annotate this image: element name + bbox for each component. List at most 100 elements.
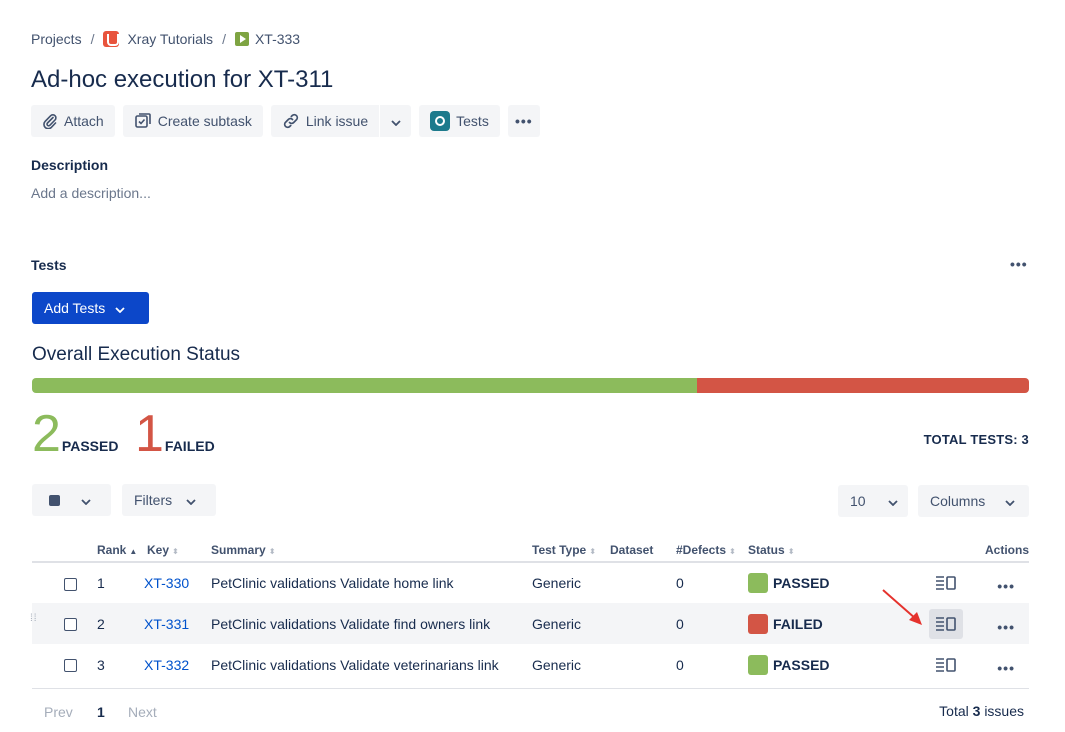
more-actions-button[interactable]: ••• [507,105,540,137]
cell-summary: PetClinic validations Validate find owne… [211,603,532,644]
status-swatch [748,613,768,634]
sort-icon: ⬍ [589,546,596,556]
link-issue-label: Link issue [305,113,369,129]
status-swatch [748,573,768,593]
breadcrumb: Projects / Xray Tutorials / XT-333 [31,28,300,50]
issue-key-link[interactable]: XT-332 [144,656,190,673]
execution-details-button[interactable] [929,568,963,598]
cell-status: PASSED [748,644,922,685]
tests-button[interactable]: Tests [419,105,500,137]
cell-dataset [610,644,676,685]
total-suffix: issues [984,703,1024,719]
col-header-status[interactable]: Status ⬍ [748,538,922,563]
failed-label: FAILED [164,438,215,454]
status-badge: FAILED [773,615,823,632]
cell-rank: 1 [97,575,105,591]
details-panel-icon [936,657,957,672]
cell-dataset [610,603,676,644]
execution-details-button[interactable] [929,650,963,680]
attach-button[interactable]: Attach [31,105,115,137]
overall-status-title: Overall Execution Status [32,344,241,365]
next-page-button[interactable]: Next [128,704,157,720]
breadcrumb-project[interactable]: Xray Tutorials [103,31,213,47]
link-issue-dropdown[interactable] [379,105,412,137]
failed-stat: 1 FAILED [135,408,215,460]
more-icon: ••• [514,113,533,129]
row-checkbox[interactable] [64,577,77,591]
sort-icon: ⬍ [172,546,179,556]
table-header-row: Rank ▲ Key ⬍ Summary ⬍ Test Type ⬍ Dataset #… [32,538,1029,563]
cell-test-type: Generic [532,603,610,644]
prev-page-button[interactable]: Prev [44,704,73,720]
col-header-dataset: Dataset [610,538,676,563]
page-number-current[interactable]: 1 [97,704,105,720]
total-prefix: Total [939,703,969,719]
project-icon [103,31,120,47]
page-title[interactable]: Ad-hoc execution for XT-311 [31,66,334,93]
add-tests-button[interactable]: Add Tests [32,292,149,324]
filters-button[interactable]: Filters [122,484,216,516]
chevron-down-icon [186,492,196,508]
passed-count: 2 [32,405,61,463]
bulk-select-dropdown[interactable] [32,484,111,516]
breadcrumb-issue[interactable]: XT-333 [234,31,300,47]
chevron-down-icon [887,493,898,509]
breadcrumb-projects[interactable]: Projects [31,31,82,47]
tests-table: Rank ▲ Key ⬍ Summary ⬍ Test Type ⬍ Dataset #… [30,538,1029,685]
execution-details-button[interactable] [929,608,964,639]
cell-defects: 0 [676,656,684,673]
cell-status: FAILED [748,603,922,644]
cell-defects: 0 [676,575,684,591]
chevron-down-icon [391,113,401,129]
create-subtask-button[interactable]: Create subtask [122,105,263,137]
cell-rank: 2 [97,603,144,644]
tests-label: Tests [456,113,489,129]
row-more-actions-button[interactable]: ••• [997,618,1015,635]
pagination-bar: Prev 1 Next Total 3 issues [32,688,1029,732]
columns-button[interactable]: Columns [918,485,1029,517]
col-header-summary[interactable]: Summary ⬍ [211,538,532,563]
row-more-actions-button[interactable]: ••• [997,659,1015,676]
row-more-actions-button[interactable]: ••• [997,578,1015,594]
details-panel-icon [936,576,957,590]
row-checkbox[interactable] [64,618,77,632]
col-header-defects[interactable]: #Defects ⬍ [676,538,748,563]
subtask-icon [134,112,152,130]
table-row: ⁞⁞ 2 XT-331 PetClinic validations Valida… [30,603,1029,644]
tests-section-more-button[interactable]: ••• [1010,256,1028,272]
total-tests: TOTAL TESTS: 3 [923,432,1029,447]
description-field[interactable]: Add a description... [31,185,151,201]
chevron-down-icon [1005,493,1015,509]
add-tests-label: Add Tests [44,300,106,316]
test-execution-icon [234,32,249,46]
drag-handle-icon[interactable]: ⁞⁞ [30,613,38,624]
passed-label: PASSED [61,438,119,454]
columns-label: Columns [930,493,986,509]
tests-section-label: Tests [31,257,67,273]
tests-app-icon [430,111,451,131]
link-issue-button[interactable]: Link issue [270,105,380,137]
col-header-rank[interactable]: Rank ▲ [97,538,144,563]
total-count: 3 [972,703,981,719]
page-size-select[interactable]: 10 [838,485,908,517]
passed-stat: 2 PASSED [32,408,118,460]
issue-key-link[interactable]: XT-331 [144,615,190,632]
execution-progress-bar [32,378,1029,393]
col-header-key[interactable]: Key ⬍ [144,538,211,563]
filters-label: Filters [134,492,173,508]
cell-status: PASSED [748,562,922,603]
sort-icon: ⬍ [268,546,276,556]
col-header-test-type[interactable]: Test Type ⬍ [532,538,610,563]
row-checkbox[interactable] [64,659,77,673]
progress-failed-segment [696,378,1029,393]
sort-icon: ⬍ [729,546,736,556]
cell-defects: 0 [676,603,748,644]
status-badge: PASSED [773,575,830,591]
link-icon [282,112,300,130]
link-issue-split-button: Link issue [270,105,412,137]
breadcrumb-project-label: Xray Tutorials [127,31,214,47]
cell-test-type: Generic [532,575,582,591]
bulk-select-icon [49,494,60,506]
issue-key-link[interactable]: XT-330 [144,575,190,591]
attach-label: Attach [64,113,104,129]
